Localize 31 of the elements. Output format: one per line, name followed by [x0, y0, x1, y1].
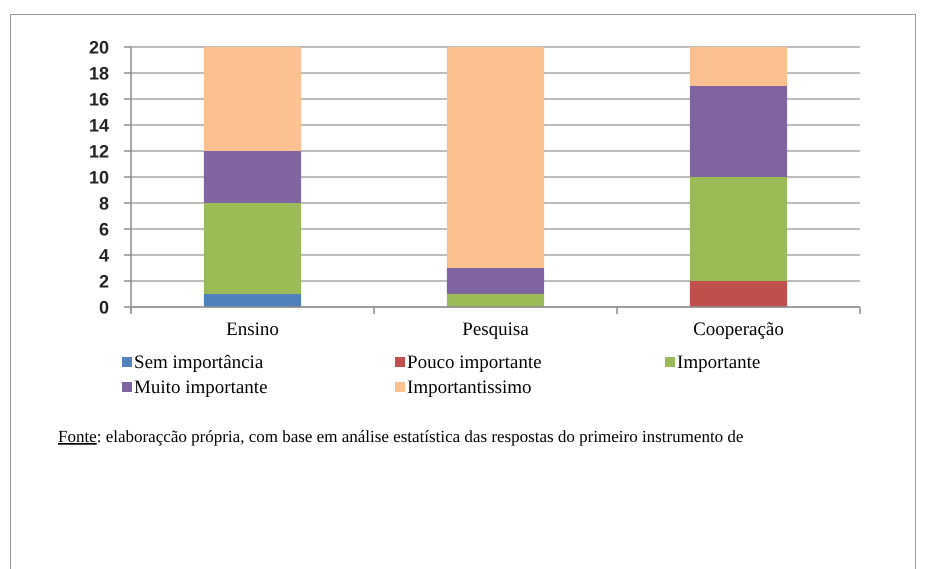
bar: [204, 294, 302, 307]
bar: [204, 47, 302, 151]
y-tick-label: 16: [88, 89, 109, 110]
y-tick-label: 20: [88, 37, 109, 58]
bar: [446, 268, 544, 294]
bar: [690, 177, 788, 281]
y-tick-label: 6: [98, 219, 109, 240]
bar: [690, 47, 788, 86]
x-tick-label: Cooperação: [693, 319, 784, 340]
y-tick-label: 14: [88, 115, 109, 136]
bar: [204, 203, 302, 294]
x-tick-label: Ensino: [226, 319, 279, 340]
bar: [446, 294, 544, 307]
y-tick-label: 2: [98, 271, 109, 292]
y-tick-label: 8: [98, 193, 109, 214]
source-note: Fonte: elaboraçcão própria, com base em análise estatística das respostas do primeiro instrumento de: [58, 427, 744, 446]
legend-label: Muito importante: [134, 377, 268, 398]
y-tick-label: 4: [98, 245, 109, 266]
legend-label: Importante: [677, 352, 760, 373]
y-tick-label: 18: [88, 63, 109, 84]
legend-label: Sem importância: [134, 352, 264, 373]
y-tick-label: 12: [88, 141, 109, 162]
bar: [690, 281, 788, 307]
x-tick-label: Pesquisa: [462, 319, 530, 340]
legend-label: Pouco importante: [407, 352, 542, 373]
bar: [446, 47, 544, 268]
y-tick-label: 0: [98, 297, 109, 318]
bar: [690, 86, 788, 177]
y-tick-label: 10: [88, 167, 109, 188]
bar: [204, 151, 302, 203]
legend-label: Importantissimo: [407, 377, 532, 398]
